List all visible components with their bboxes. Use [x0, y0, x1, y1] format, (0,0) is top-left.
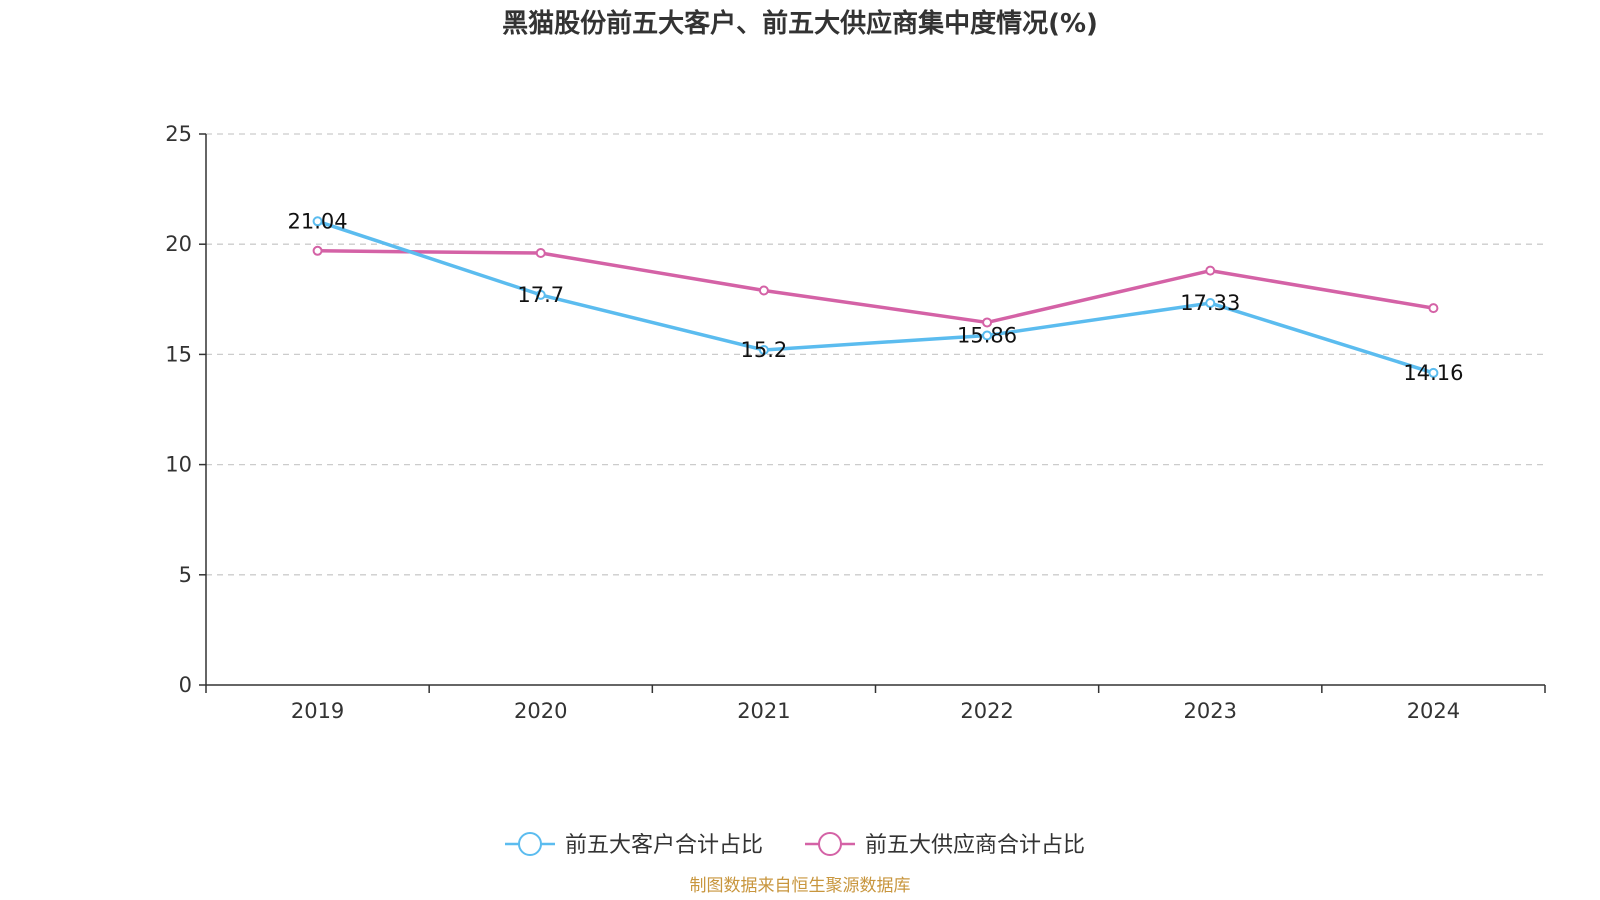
data-point — [982, 330, 993, 341]
chart-title: 黑猫股份前五大客户、前五大供应商集中度情况(%) — [502, 8, 1098, 39]
data-point — [535, 248, 546, 259]
x-tick-label: 2023 — [1184, 699, 1237, 723]
data-label: 14.16 — [1403, 361, 1463, 385]
axes: 0 5 10 15 20 25 2019 2020 2021 2022 2023 2024 — [165, 122, 1546, 723]
x-tick-label: 2022 — [960, 699, 1013, 723]
data-point — [1205, 265, 1216, 276]
series-line — [317, 249, 1434, 325]
y-tick-label: 15 — [165, 342, 192, 366]
y-tick-label: 0 — [179, 673, 192, 697]
legend-marker[interactable] — [518, 832, 542, 856]
series-layer — [312, 216, 1439, 378]
data-label: 17.33 — [1180, 291, 1240, 315]
data-point — [535, 289, 546, 300]
legend-label[interactable]: 前五大供应商合计占比 — [865, 833, 1085, 858]
x-tick-label: 2019 — [291, 699, 344, 723]
x-tick-label: 2021 — [737, 699, 790, 723]
data-label: 21.04 — [288, 209, 348, 233]
y-tick-label: 20 — [165, 232, 192, 256]
y-tick-label: 25 — [165, 122, 192, 146]
data-point — [1428, 303, 1439, 314]
data-point — [312, 216, 323, 227]
grid-lines — [206, 133, 1545, 576]
data-point — [312, 245, 323, 256]
source-note: 制图数据来自恒生聚源数据库 — [690, 876, 911, 896]
data-labels: 21.04 17.7 15.2 15.86 17.33 14.16 — [288, 209, 1464, 385]
legend[interactable]: 前五大客户合计占比 前五大供应商合计占比 — [505, 832, 1085, 858]
data-point — [758, 344, 769, 355]
legend-marker[interactable] — [818, 832, 842, 856]
legend-label[interactable]: 前五大客户合计占比 — [565, 833, 763, 858]
y-tick-label: 10 — [165, 453, 192, 477]
series-line — [317, 219, 1434, 375]
data-label: 15.86 — [957, 323, 1017, 347]
x-tick-label: 2024 — [1407, 699, 1460, 723]
data-label: 17.7 — [517, 283, 564, 307]
data-label: 15.2 — [741, 338, 788, 362]
data-point — [1428, 367, 1439, 378]
data-point — [982, 317, 993, 328]
data-point — [1205, 298, 1216, 309]
y-tick-label: 5 — [179, 563, 192, 587]
data-point — [758, 285, 769, 296]
x-tick-label: 2020 — [514, 699, 567, 723]
